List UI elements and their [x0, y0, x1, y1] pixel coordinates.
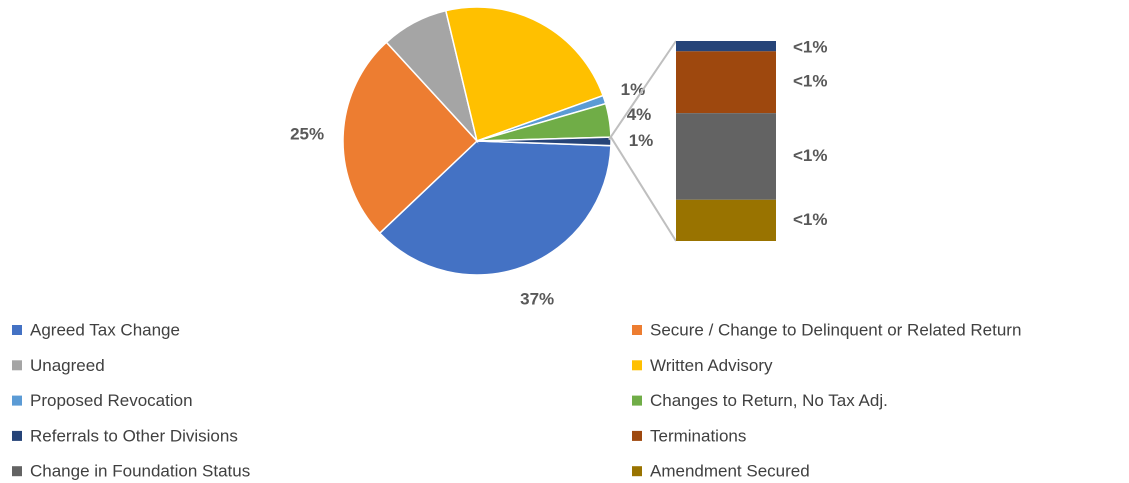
pie-slice	[444, 6, 605, 142]
legend-swatch	[632, 325, 642, 335]
data-label: <1%	[793, 72, 828, 91]
legend-label: Referrals to Other Divisions	[30, 426, 238, 445]
data-label: <1%	[793, 37, 828, 56]
legend-swatch	[12, 325, 22, 335]
data-label: 1%	[621, 80, 646, 99]
bar-segment	[676, 113, 776, 200]
legend-label: Unagreed	[30, 356, 105, 375]
data-label: <1%	[793, 210, 828, 229]
bar-segment	[676, 199, 776, 241]
legend-label: Change in Foundation Status	[30, 462, 250, 481]
legend-label: Changes to Return, No Tax Adj.	[650, 391, 888, 410]
legend-label: Terminations	[650, 426, 746, 445]
legend-label: Written Advisory	[650, 356, 773, 375]
pie-slice	[342, 41, 479, 235]
data-label: 4%	[627, 105, 652, 124]
legend-label: Amendment Secured	[650, 462, 810, 481]
legend-swatch	[632, 466, 642, 477]
connector	[608, 40, 677, 141]
data-label: 37%	[520, 289, 554, 308]
data-label: <1%	[793, 146, 828, 165]
legend-swatch	[12, 430, 22, 441]
data-label: 1%	[629, 131, 654, 150]
legend-swatch	[632, 395, 642, 406]
connector	[610, 136, 677, 242]
legend-swatch	[12, 395, 22, 406]
bar-segment	[676, 41, 776, 52]
legend-swatch	[632, 430, 642, 441]
legend-label: Agreed Tax Change	[30, 320, 180, 339]
legend-label: Secure / Change to Delinquent or Related…	[650, 320, 1021, 339]
legend-swatch	[12, 466, 22, 477]
legend-swatch	[632, 360, 642, 371]
legend-swatch	[12, 360, 22, 371]
pie-slice	[378, 140, 612, 276]
data-label: 25%	[290, 125, 324, 144]
bar-segment	[676, 51, 776, 114]
legend-label: Proposed Revocation	[30, 391, 193, 410]
